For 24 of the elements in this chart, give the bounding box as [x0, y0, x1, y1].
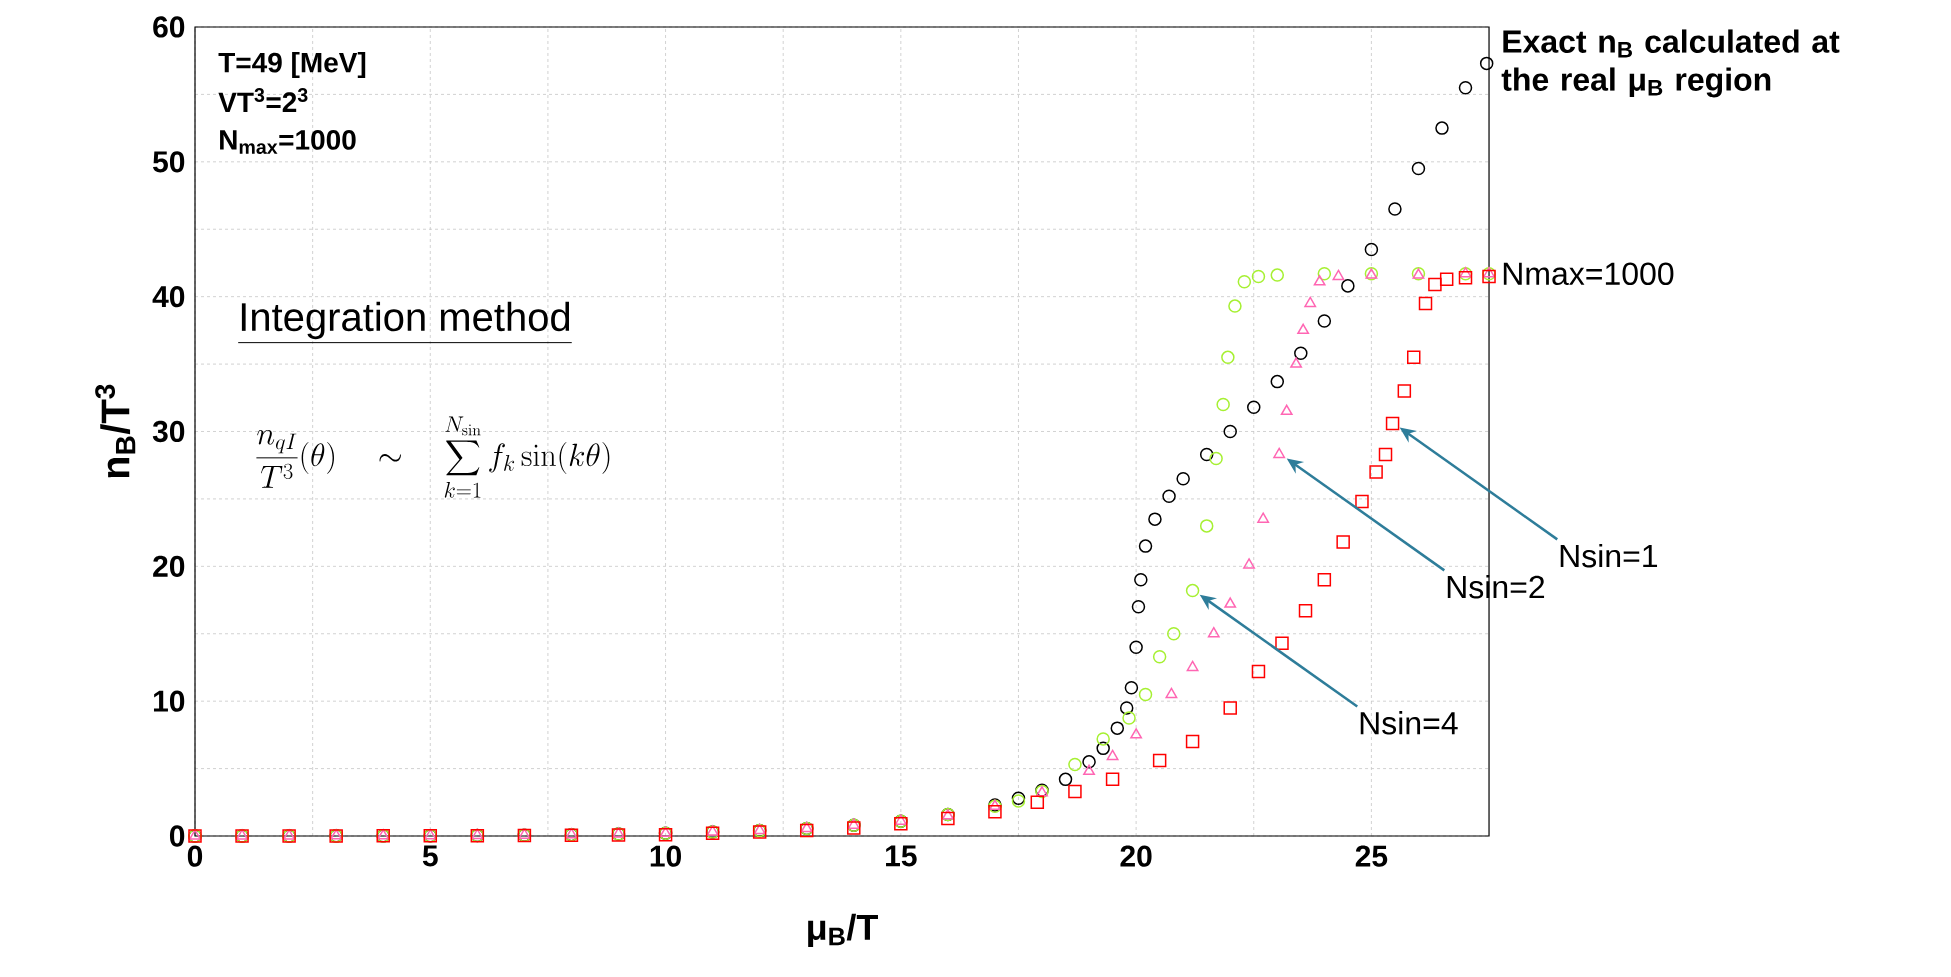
annotation: N$_{max}$=1000: [220, 130, 356, 154]
x-tick-label: 20: [1120, 845, 1152, 867]
y-tick-label: 30: [152, 420, 185, 443]
y-axis-title: n$_{B}$/T$^{3}$: [95, 384, 136, 478]
y-tick-label: 10: [153, 690, 185, 712]
y-tick-label: 0: [169, 825, 185, 847]
annotation: T=49 [MeV]: [218, 51, 366, 79]
y-tick-label: 40: [152, 286, 185, 308]
annotation: Exact n$_{B}$ calculated at the real μ$_{B}$ region: [1501, 29, 1840, 98]
annotation: Nsin=4: [1360, 711, 1458, 735]
annotation: Integration method: [241, 301, 570, 340]
annotation: VT$^{3}$=2$^{3}$: [218, 88, 308, 112]
x-tick-label: 15: [886, 845, 917, 867]
x-tick-label: 5: [422, 845, 438, 867]
y-tick-label: 60: [153, 16, 185, 38]
x-tick-label: 0: [187, 845, 203, 867]
annotation: $\frac{n_{qI}}{T^3}(\theta)\quad\sim\quad\sum_{k=1}^{N_{\rm sin}} f_k\sin(k\theta)$: [256, 416, 610, 498]
x-tick-label: 25: [1355, 845, 1388, 867]
text: Nsin=1: [1560, 543, 1658, 568]
y-tick-label: 20: [153, 555, 185, 577]
y-tick-label: 50: [153, 151, 185, 173]
x-axis-title: μ$_{B}$/T: [808, 913, 878, 948]
annotation: Nmax=1000: [1503, 262, 1674, 286]
x-tick-label: 10: [650, 845, 681, 867]
